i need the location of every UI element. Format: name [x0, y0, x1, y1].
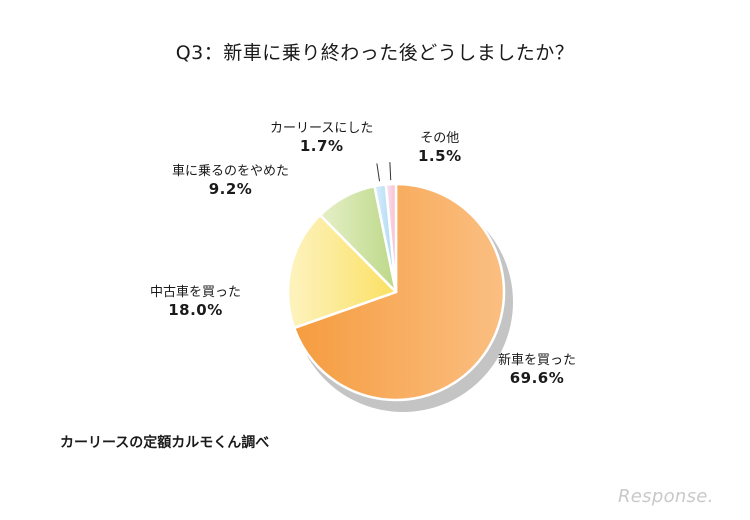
slice-value: 9.2% [208, 180, 253, 199]
pie-slice-0 [292, 182, 506, 402]
slice-label-1: 中古車を買った 18.0% [150, 285, 241, 320]
slice-label-2: 車に乗るのをやめた 9.2% [172, 164, 289, 199]
slice-name: カーリースにした [270, 121, 374, 136]
slice-value: 18.0% [168, 301, 223, 320]
slice-value: 1.7% [299, 137, 344, 156]
chart-title: Q3：新車に乗り終わった後どうしましたか？ [175, 42, 575, 64]
slice-label-3: カーリースにした 1.7% [270, 121, 373, 156]
slice-label-4: その他 1.5% [418, 131, 462, 166]
response-logo: Response. [618, 486, 714, 507]
slice-value: 1.5% [418, 147, 462, 166]
pie-slice-4 [384, 182, 398, 294]
pie-slice-1 [286, 213, 398, 330]
leader-line-3 [376, 163, 381, 182]
slice-name: 車に乗るのをやめた [172, 164, 290, 179]
leader-line-4 [389, 162, 392, 181]
source-note: カーリースの定額カルモくん調べ [60, 435, 270, 451]
slice-name: その他 [420, 131, 460, 146]
slice-label-0: 新車を買った 69.6% [498, 353, 576, 388]
slice-value: 69.6% [509, 369, 565, 388]
slice-name: 中古車を買った [150, 285, 242, 300]
slice-name: 新車を買った [498, 353, 577, 368]
